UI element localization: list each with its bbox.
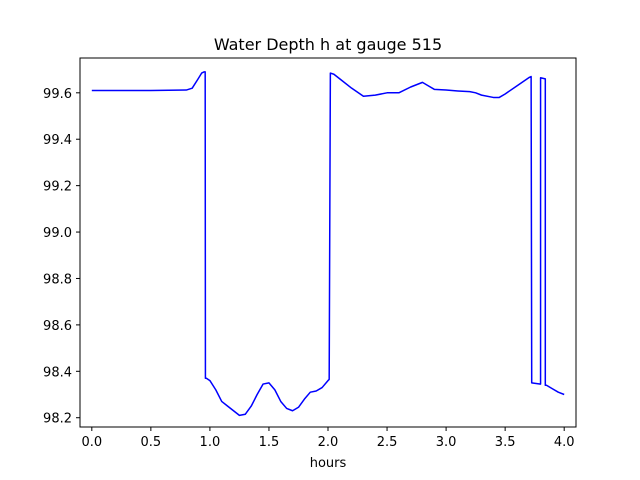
- y-tick-label: 98.4: [43, 365, 72, 380]
- y-tick-label: 99.0: [43, 226, 72, 241]
- y-tick-label: 98.6: [43, 319, 72, 334]
- y-tick-label: 99.6: [43, 87, 72, 102]
- x-tick-label: 3.5: [495, 435, 516, 450]
- chart-title: Water Depth h at gauge 515: [214, 35, 442, 54]
- y-tick-label: 99.4: [43, 133, 72, 148]
- x-tick-label: 2.0: [318, 435, 339, 450]
- x-axis: 0.0 0.5 1.0 1.5 2.0 2.5 3.0 3.5 4.0: [81, 427, 575, 450]
- x-tick-label: 4.0: [554, 435, 575, 450]
- y-tick-label: 98.8: [43, 272, 72, 287]
- x-tick-label: 1.0: [200, 435, 221, 450]
- x-axis-label: hours: [310, 456, 347, 471]
- x-tick-label: 3.0: [436, 435, 457, 450]
- series-line-0: [91, 71, 565, 417]
- y-tick-label: 99.2: [43, 180, 72, 195]
- y-tick-label: 98.2: [43, 412, 72, 427]
- y-axis: 98.2 98.4 98.6 98.8 99.0 99.2 99.4 99.6: [43, 87, 80, 427]
- x-tick-label: 2.5: [377, 435, 398, 450]
- x-tick-label: 0.0: [81, 435, 102, 450]
- x-tick-label: 1.5: [259, 435, 280, 450]
- x-tick-label: 0.5: [141, 435, 162, 450]
